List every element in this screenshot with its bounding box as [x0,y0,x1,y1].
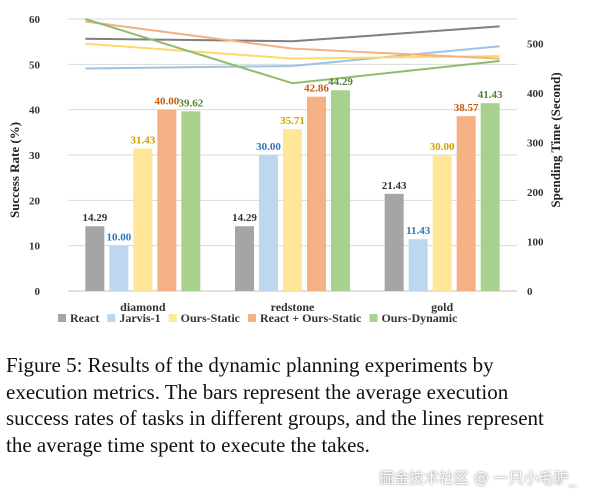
time-line [85,42,500,60]
y2-tick-label: 0 [527,286,533,298]
time-line [85,18,500,85]
legend-swatch [107,314,116,322]
y-tick-label: 10 [29,241,41,253]
data-labels: 14.29 10.00 31.43 40.00 39.62 14.29 30.00 35.71… [82,76,503,243]
bar [157,109,177,292]
data-label: 35.71 [280,115,305,127]
legend-swatch [247,314,256,322]
data-label: 21.43 [382,180,407,192]
data-label: 41.43 [478,89,503,101]
legend-label: Ours-Static [181,311,241,325]
bars [85,90,500,292]
legend-label: Jarvis-1 [119,311,160,325]
time-lines [85,18,500,85]
legend-label: React + Ours-Static [260,311,362,325]
data-label: 14.29 [82,212,107,224]
data-label: 14.29 [232,212,257,224]
bar [85,226,105,291]
y-tick-label: 0 [35,286,41,298]
bar [181,111,201,291]
data-label: 31.43 [130,135,155,147]
category-label: diamond [120,300,166,314]
bar [259,155,278,291]
data-label: 10.00 [106,232,131,244]
bar [307,96,326,292]
bar [480,103,500,292]
data-label: 39.62 [178,97,203,109]
watermark: 掘金技术社区 @ 一只小毛驴_ [378,469,576,487]
bar [408,239,428,291]
bar [331,90,350,292]
y2-axis-title: Spending Time (Second) [548,72,563,207]
legend-label: Ours-Dynamic [381,311,458,325]
y-tick-label: 30 [29,150,41,162]
data-label: 30.00 [430,141,455,153]
time-line [85,20,500,60]
figure-caption: Figure 5: Results of the dynamic plannin… [6,353,544,457]
data-label: 11.43 [406,225,431,237]
y-axis-title: Success Rate (%) [7,122,22,218]
category-label: gold [431,300,453,314]
data-label: 38.57 [454,102,479,114]
time-line [85,45,500,70]
y2-tick-label: 500 [527,39,544,51]
legend-swatch [168,314,177,322]
bar [109,245,129,291]
y2-tick-label: 400 [527,88,544,100]
bar [432,155,452,291]
legend-label: React [70,311,99,325]
axis-ticks: 0 10 20 30 40 50 60 0 100 200 300 400 500 diamond reds… [29,14,544,314]
legend-swatch [369,314,378,322]
y2-tick-label: 300 [527,138,544,150]
bar [456,116,476,292]
bar [283,129,302,291]
y-tick-label: 40 [29,105,41,117]
data-label: 42.86 [304,83,329,95]
y2-tick-label: 100 [527,237,544,249]
data-label: 30.00 [256,141,281,153]
data-label: 40.00 [154,96,179,108]
legend: React Jarvis-1 Ours-Static React + Ours-Sta… [58,311,458,325]
y2-tick-label: 200 [527,187,544,199]
legend-swatch [58,314,66,322]
bar [384,193,404,291]
y-tick-label: 20 [29,195,41,207]
category-label: redstone [271,300,315,314]
bar [133,148,153,291]
y-tick-label: 60 [29,14,41,26]
data-label: 44.29 [328,76,353,88]
bar [235,226,254,291]
y-tick-label: 50 [29,59,41,71]
chart: 14.29 10.00 31.43 40.00 39.62 14.29 30.00 35.71… [7,14,563,325]
